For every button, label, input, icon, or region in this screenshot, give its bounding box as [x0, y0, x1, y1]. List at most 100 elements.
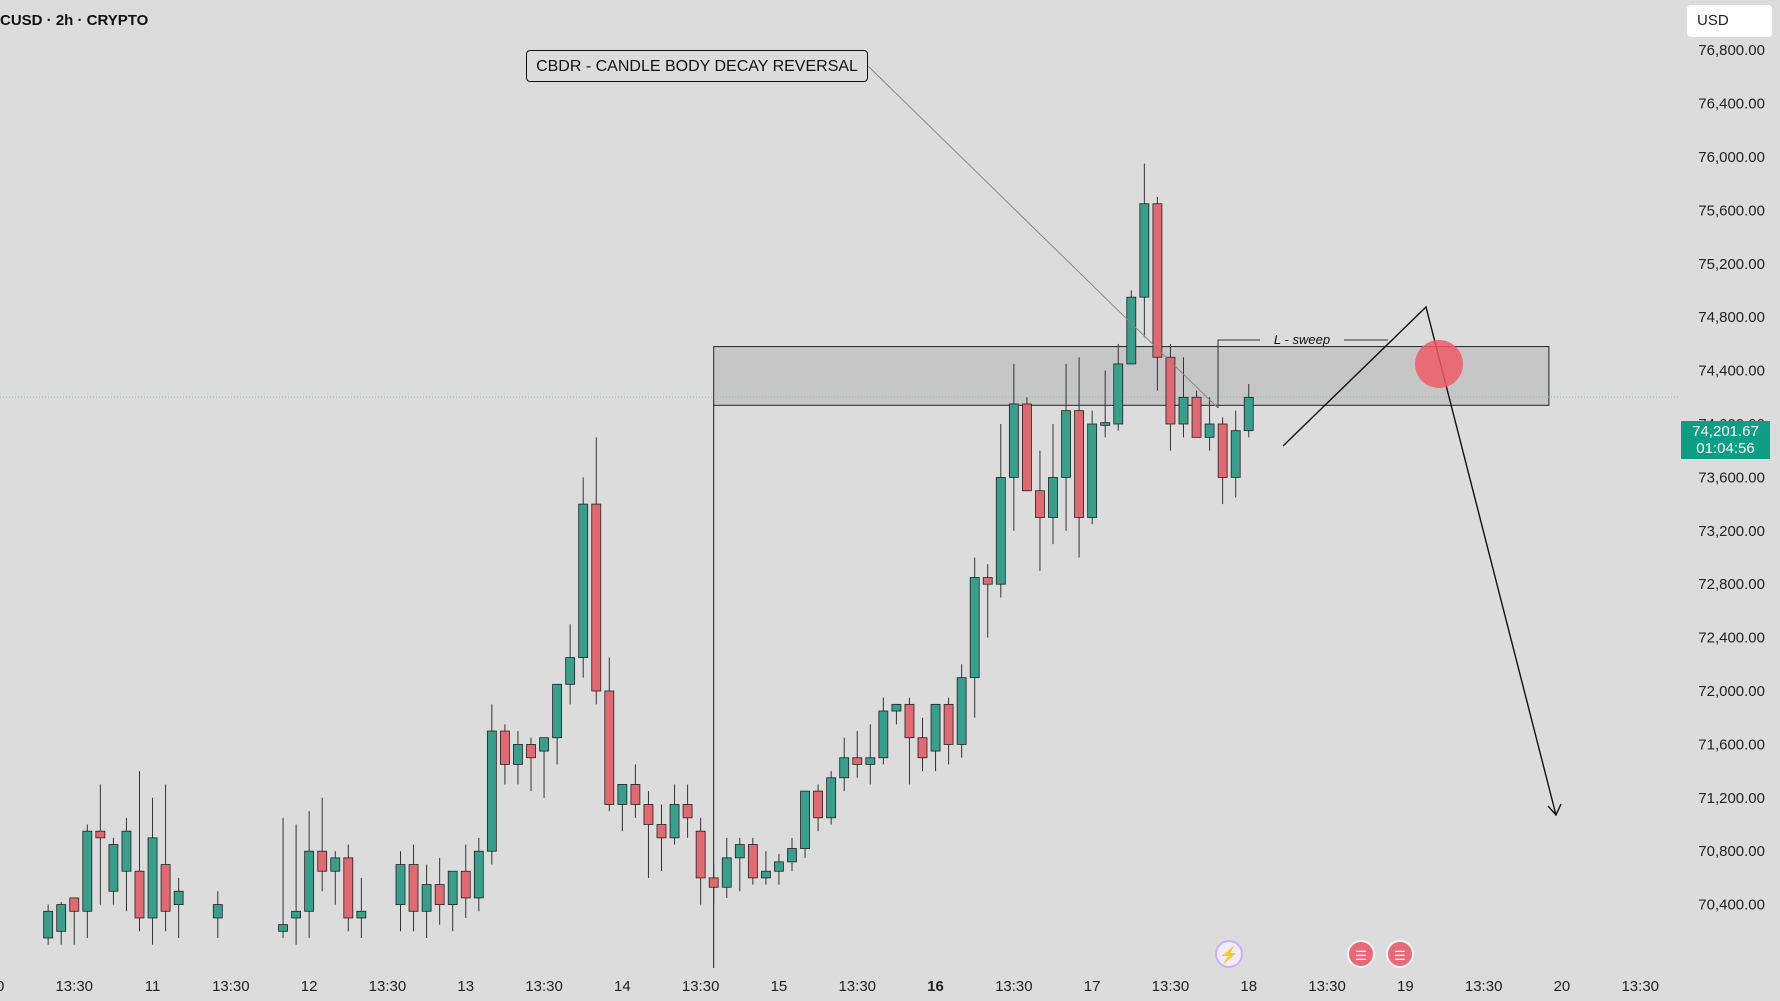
bullish-candle — [82, 824, 93, 938]
bullish-candle — [1048, 424, 1058, 545]
candle-body — [904, 703, 915, 739]
bullish-candle — [578, 477, 589, 678]
bearish-candle — [695, 817, 706, 905]
bullish-candle — [1061, 363, 1071, 531]
bearish-candle — [343, 844, 354, 932]
candle-body — [1126, 296, 1137, 365]
bearish-candle — [95, 784, 106, 905]
candle-body — [552, 683, 562, 739]
candle-body — [1061, 410, 1071, 478]
candle-body — [121, 830, 132, 872]
bearish-candle — [1074, 357, 1084, 558]
bullish-candle — [1230, 410, 1241, 498]
y-axis-tick-label: 76,800.00 — [1698, 42, 1765, 59]
bearish-candle — [982, 564, 993, 638]
bearish-candle — [160, 784, 171, 932]
x-axis-tick-label: 13:30 — [1621, 978, 1659, 995]
bullish-candle — [1178, 357, 1189, 438]
bullish-candle — [891, 703, 902, 725]
candle-body — [108, 844, 119, 892]
candle-body — [1243, 396, 1254, 432]
bullish-candle — [1243, 383, 1254, 438]
candle-body — [473, 850, 484, 899]
bullish-candle — [147, 797, 158, 945]
bearish-candle — [460, 844, 471, 918]
bearish-candle — [134, 771, 145, 932]
candle-body — [734, 844, 745, 859]
candle-body — [578, 503, 589, 659]
candle-body — [1152, 203, 1163, 358]
candle-body — [774, 861, 784, 872]
candle-body — [395, 864, 406, 905]
bullish-candle — [1139, 163, 1150, 338]
lightning-event-icon[interactable]: ⚡ — [1215, 940, 1243, 968]
y-axis-tick-label: 73,200.00 — [1698, 523, 1765, 540]
x-axis-tick-label: 13:30 — [995, 978, 1033, 995]
candle-body — [800, 790, 810, 849]
candle-body — [839, 757, 850, 779]
bullish-candle — [956, 664, 967, 758]
cbdr-pointer-line — [867, 65, 1219, 409]
x-axis-tick-label: 13:30 — [525, 978, 563, 995]
candle-body — [526, 744, 536, 759]
candle-body — [1074, 410, 1084, 518]
candle-body — [995, 476, 1006, 585]
y-axis-tick-label: 72,800.00 — [1698, 576, 1765, 593]
bullish-candle — [212, 891, 223, 938]
candle-body — [460, 870, 471, 899]
candle-body — [943, 703, 954, 745]
candle-body — [291, 910, 302, 919]
candle-body — [173, 890, 184, 906]
y-axis-tick-label: 74,800.00 — [1698, 309, 1765, 326]
bullish-candle — [1008, 363, 1019, 531]
candle-body — [160, 864, 171, 912]
bullish-candle — [421, 864, 432, 938]
candle-body — [43, 910, 54, 939]
candle-body — [1113, 363, 1124, 425]
bearish-candle — [747, 837, 758, 885]
currency-selector[interactable]: USD — [1687, 5, 1772, 37]
y-axis-tick-label: 76,000.00 — [1698, 149, 1765, 166]
candle-body — [1100, 422, 1111, 426]
x-axis-tick-label: 18 — [1240, 978, 1257, 995]
sweep-bracket-left — [1217, 339, 1260, 408]
bullish-candle — [878, 697, 889, 765]
bullish-candle — [617, 784, 628, 832]
candle-body — [343, 857, 354, 919]
bearish-candle — [434, 857, 445, 925]
bullish-candle — [1204, 397, 1215, 451]
bearish-candle — [630, 764, 641, 818]
us-flag-event-icon[interactable]: ☰ — [1347, 940, 1375, 968]
y-axis-tick-label: 70,400.00 — [1698, 897, 1765, 914]
reversal-marker[interactable] — [1415, 340, 1463, 388]
candle-body — [708, 877, 719, 888]
bullish-candle — [304, 811, 315, 938]
bullish-candle — [865, 724, 876, 785]
candle-body — [878, 710, 889, 759]
bearish-candle — [1217, 417, 1228, 505]
projection-path[interactable] — [1282, 305, 1557, 816]
candle-body — [630, 784, 641, 805]
x-axis-tick-label: 12 — [301, 978, 318, 995]
bearish-candle — [943, 697, 954, 765]
candle-body — [1165, 356, 1176, 425]
bullish-candle — [826, 771, 837, 825]
bullish-candle — [1126, 290, 1137, 365]
last-price-tag: 74,201.67 01:04:56 — [1681, 421, 1770, 459]
projection-arrowhead — [1547, 803, 1562, 817]
candle-body — [747, 844, 758, 879]
us-flag-event-icon[interactable]: ☰ — [1386, 940, 1414, 968]
candle-body — [604, 690, 615, 805]
x-axis-tick-label: 13:30 — [212, 978, 250, 995]
cbdr-annotation-label[interactable]: CBDR - CANDLE BODY DECAY REVERSAL — [526, 50, 868, 82]
bullish-candle — [56, 901, 67, 945]
y-axis-tick-label: 71,200.00 — [1698, 790, 1765, 807]
x-axis-tick-label: 13:30 — [1465, 978, 1503, 995]
bullish-candle — [291, 824, 302, 945]
candle-body — [1035, 490, 1045, 518]
x-axis-tick-label: 13:30 — [682, 978, 720, 995]
x-axis-tick-label: 17 — [1084, 978, 1101, 995]
candle-body — [826, 777, 837, 819]
